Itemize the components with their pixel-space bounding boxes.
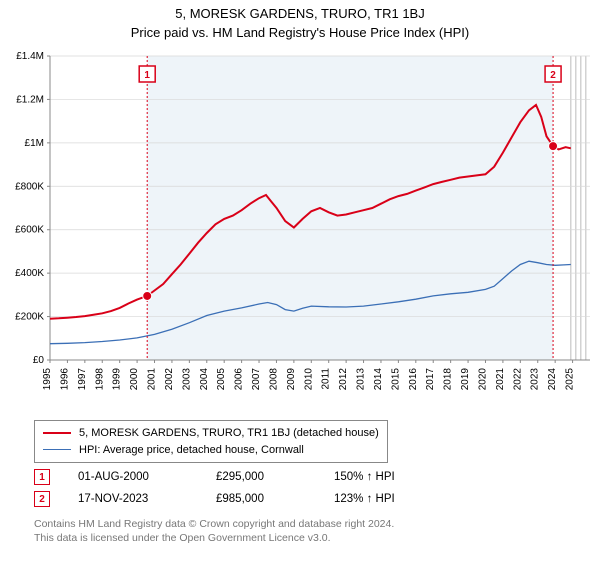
svg-text:2025: 2025 — [565, 368, 576, 391]
sale-row-2: 2 17-NOV-2023 £985,000 123% ↑ HPI — [34, 488, 424, 510]
footnote-line-1: Contains HM Land Registry data © Crown c… — [34, 518, 394, 532]
sale-row-1: 1 01-AUG-2000 £295,000 150% ↑ HPI — [34, 466, 424, 488]
svg-text:2017: 2017 — [425, 368, 436, 391]
svg-text:2012: 2012 — [338, 368, 349, 391]
svg-text:1998: 1998 — [94, 368, 105, 391]
svg-text:2000: 2000 — [129, 368, 140, 391]
legend-swatch-price — [43, 432, 71, 434]
svg-text:1997: 1997 — [77, 368, 88, 391]
svg-text:2016: 2016 — [408, 368, 419, 391]
svg-text:2005: 2005 — [216, 368, 227, 391]
svg-text:2004: 2004 — [199, 368, 210, 391]
sale-price-2: £985,000 — [216, 493, 306, 505]
svg-text:2020: 2020 — [477, 368, 488, 391]
svg-text:£200K: £200K — [15, 312, 44, 323]
legend-row-price: 5, MORESK GARDENS, TRURO, TR1 1BJ (detac… — [43, 425, 379, 442]
svg-text:2024: 2024 — [547, 368, 558, 391]
svg-text:2022: 2022 — [512, 368, 523, 391]
svg-text:2015: 2015 — [390, 368, 401, 391]
svg-text:2009: 2009 — [286, 368, 297, 391]
price-chart: £0 £200K £400K £600K £800K £1M £1.2M £1.4M 1995 1… — [0, 50, 600, 410]
svg-text:£800K: £800K — [15, 181, 44, 192]
sale-date-1: 01-AUG-2000 — [78, 471, 188, 483]
svg-text:2010: 2010 — [303, 368, 314, 391]
legend: 5, MORESK GARDENS, TRURO, TR1 1BJ (detac… — [34, 420, 388, 463]
svg-text:1996: 1996 — [59, 368, 70, 391]
svg-text:2023: 2023 — [530, 368, 541, 391]
svg-text:2021: 2021 — [495, 368, 506, 391]
svg-text:2002: 2002 — [164, 368, 175, 391]
sale-price-1: £295,000 — [216, 471, 306, 483]
page-title: 5, MORESK GARDENS, TRURO, TR1 1BJ — [0, 6, 600, 21]
sale-marker-1: 1 — [34, 469, 50, 485]
svg-text:2018: 2018 — [443, 368, 454, 391]
legend-row-hpi: HPI: Average price, detached house, Corn… — [43, 442, 379, 459]
sale-pct-1: 150% ↑ HPI — [334, 471, 424, 483]
sales-table: 1 01-AUG-2000 £295,000 150% ↑ HPI 2 17-N… — [34, 466, 424, 510]
svg-text:2014: 2014 — [373, 368, 384, 391]
legend-swatch-hpi — [43, 449, 71, 450]
svg-text:1999: 1999 — [112, 368, 123, 391]
svg-text:2013: 2013 — [356, 368, 367, 391]
svg-text:2019: 2019 — [460, 368, 471, 391]
svg-text:£600K: £600K — [15, 225, 44, 236]
legend-label-price: 5, MORESK GARDENS, TRURO, TR1 1BJ (detac… — [79, 425, 379, 442]
svg-text:£1.2M: £1.2M — [16, 94, 44, 105]
svg-text:£1M: £1M — [25, 138, 44, 149]
svg-text:£400K: £400K — [15, 268, 44, 279]
footnote: Contains HM Land Registry data © Crown c… — [34, 518, 394, 545]
svg-text:2011: 2011 — [321, 368, 332, 390]
svg-text:2007: 2007 — [251, 368, 262, 391]
legend-label-hpi: HPI: Average price, detached house, Corn… — [79, 442, 304, 459]
svg-text:£1.4M: £1.4M — [16, 51, 44, 62]
svg-text:2006: 2006 — [234, 368, 245, 391]
svg-text:2003: 2003 — [181, 368, 192, 391]
svg-text:1: 1 — [144, 70, 150, 81]
sale-date-2: 17-NOV-2023 — [78, 493, 188, 505]
footnote-line-2: This data is licensed under the Open Gov… — [34, 532, 394, 546]
svg-text:2001: 2001 — [147, 368, 158, 391]
svg-text:1995: 1995 — [42, 368, 53, 391]
sale-marker-2: 2 — [34, 491, 50, 507]
svg-text:£0: £0 — [33, 355, 45, 366]
svg-text:2: 2 — [550, 70, 556, 81]
svg-text:2008: 2008 — [268, 368, 279, 391]
sale-pct-2: 123% ↑ HPI — [334, 493, 424, 505]
page-subtitle: Price paid vs. HM Land Registry's House … — [0, 25, 600, 40]
